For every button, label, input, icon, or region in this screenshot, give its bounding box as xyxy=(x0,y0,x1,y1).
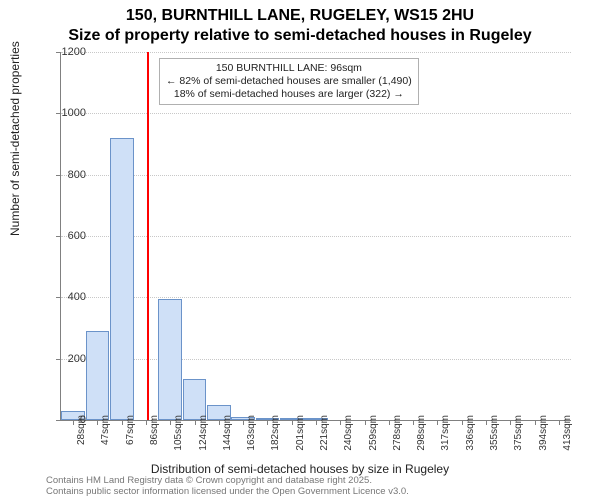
x-tick-label: 163sqm xyxy=(246,415,257,451)
y-tick-label: 0 xyxy=(46,414,86,426)
x-tick-label: 182sqm xyxy=(270,415,281,451)
y-tick-label: 800 xyxy=(46,169,86,181)
histogram-bar xyxy=(86,331,110,420)
x-tick xyxy=(292,420,293,425)
x-tick-label: 144sqm xyxy=(222,415,233,451)
x-tick-label: 355sqm xyxy=(489,415,500,451)
x-tick xyxy=(437,420,438,425)
x-tick xyxy=(316,420,317,425)
x-tick xyxy=(219,420,220,425)
gridline xyxy=(61,359,571,360)
gridline xyxy=(61,113,571,114)
x-tick xyxy=(559,420,560,425)
x-tick xyxy=(146,420,147,425)
y-tick-label: 1000 xyxy=(46,107,86,119)
x-tick xyxy=(365,420,366,425)
reference-line xyxy=(147,52,149,420)
y-tick-label: 200 xyxy=(46,353,86,365)
y-tick-label: 400 xyxy=(46,291,86,303)
x-tick-label: 394sqm xyxy=(538,415,549,451)
x-tick-label: 124sqm xyxy=(198,415,209,451)
x-tick-label: 221sqm xyxy=(319,415,330,451)
footer-attribution: Contains HM Land Registry data © Crown c… xyxy=(46,476,409,498)
histogram-bar xyxy=(158,299,182,420)
x-tick-label: 278sqm xyxy=(392,415,403,451)
gridline xyxy=(61,52,571,53)
x-tick-label: 375sqm xyxy=(513,415,524,451)
histogram-bar xyxy=(183,379,207,420)
gridline xyxy=(61,175,571,176)
footer-line-2: Contains public sector information licen… xyxy=(46,487,409,498)
annotation-line-2: ← 82% of semi-detached houses are smalle… xyxy=(166,75,412,88)
x-tick-label: 317sqm xyxy=(440,415,451,451)
x-tick xyxy=(267,420,268,425)
gridline xyxy=(61,297,571,298)
x-tick-label: 105sqm xyxy=(173,415,184,451)
x-tick-label: 240sqm xyxy=(343,415,354,451)
x-tick xyxy=(486,420,487,425)
x-tick xyxy=(535,420,536,425)
gridline xyxy=(61,236,571,237)
x-tick xyxy=(462,420,463,425)
x-tick xyxy=(510,420,511,425)
x-tick-label: 67sqm xyxy=(125,415,136,445)
title-line-1: 150, BURNTHILL LANE, RUGELEY, WS15 2HU xyxy=(0,6,600,26)
x-tick-label: 201sqm xyxy=(295,415,306,451)
x-tick xyxy=(340,420,341,425)
annotation-line-1: 150 BURNTHILL LANE: 96sqm xyxy=(166,62,412,75)
annotation-box: 150 BURNTHILL LANE: 96sqm ← 82% of semi-… xyxy=(159,58,419,105)
y-tick-label: 1200 xyxy=(46,46,86,58)
x-tick-label: 259sqm xyxy=(368,415,379,451)
x-tick xyxy=(389,420,390,425)
x-tick-label: 298sqm xyxy=(416,415,427,451)
annotation-line-3: 18% of semi-detached houses are larger (… xyxy=(166,88,412,101)
x-tick xyxy=(122,420,123,425)
x-tick xyxy=(97,420,98,425)
x-tick xyxy=(195,420,196,425)
x-axis-label: Distribution of semi-detached houses by … xyxy=(0,462,600,476)
chart-title: 150, BURNTHILL LANE, RUGELEY, WS15 2HU S… xyxy=(0,0,600,46)
x-tick xyxy=(170,420,171,425)
chart-container: { "title": { "line1": "150, BURNTHILL LA… xyxy=(0,0,600,500)
y-tick-label: 600 xyxy=(46,230,86,242)
x-tick xyxy=(243,420,244,425)
plot-area: 150 BURNTHILL LANE: 96sqm ← 82% of semi-… xyxy=(60,52,571,421)
histogram-bar xyxy=(110,138,134,420)
title-line-2: Size of property relative to semi-detach… xyxy=(0,26,600,46)
x-tick-label: 336sqm xyxy=(465,415,476,451)
y-axis-label: Number of semi-detached properties xyxy=(8,41,22,236)
x-tick xyxy=(413,420,414,425)
x-tick-label: 413sqm xyxy=(562,415,573,451)
